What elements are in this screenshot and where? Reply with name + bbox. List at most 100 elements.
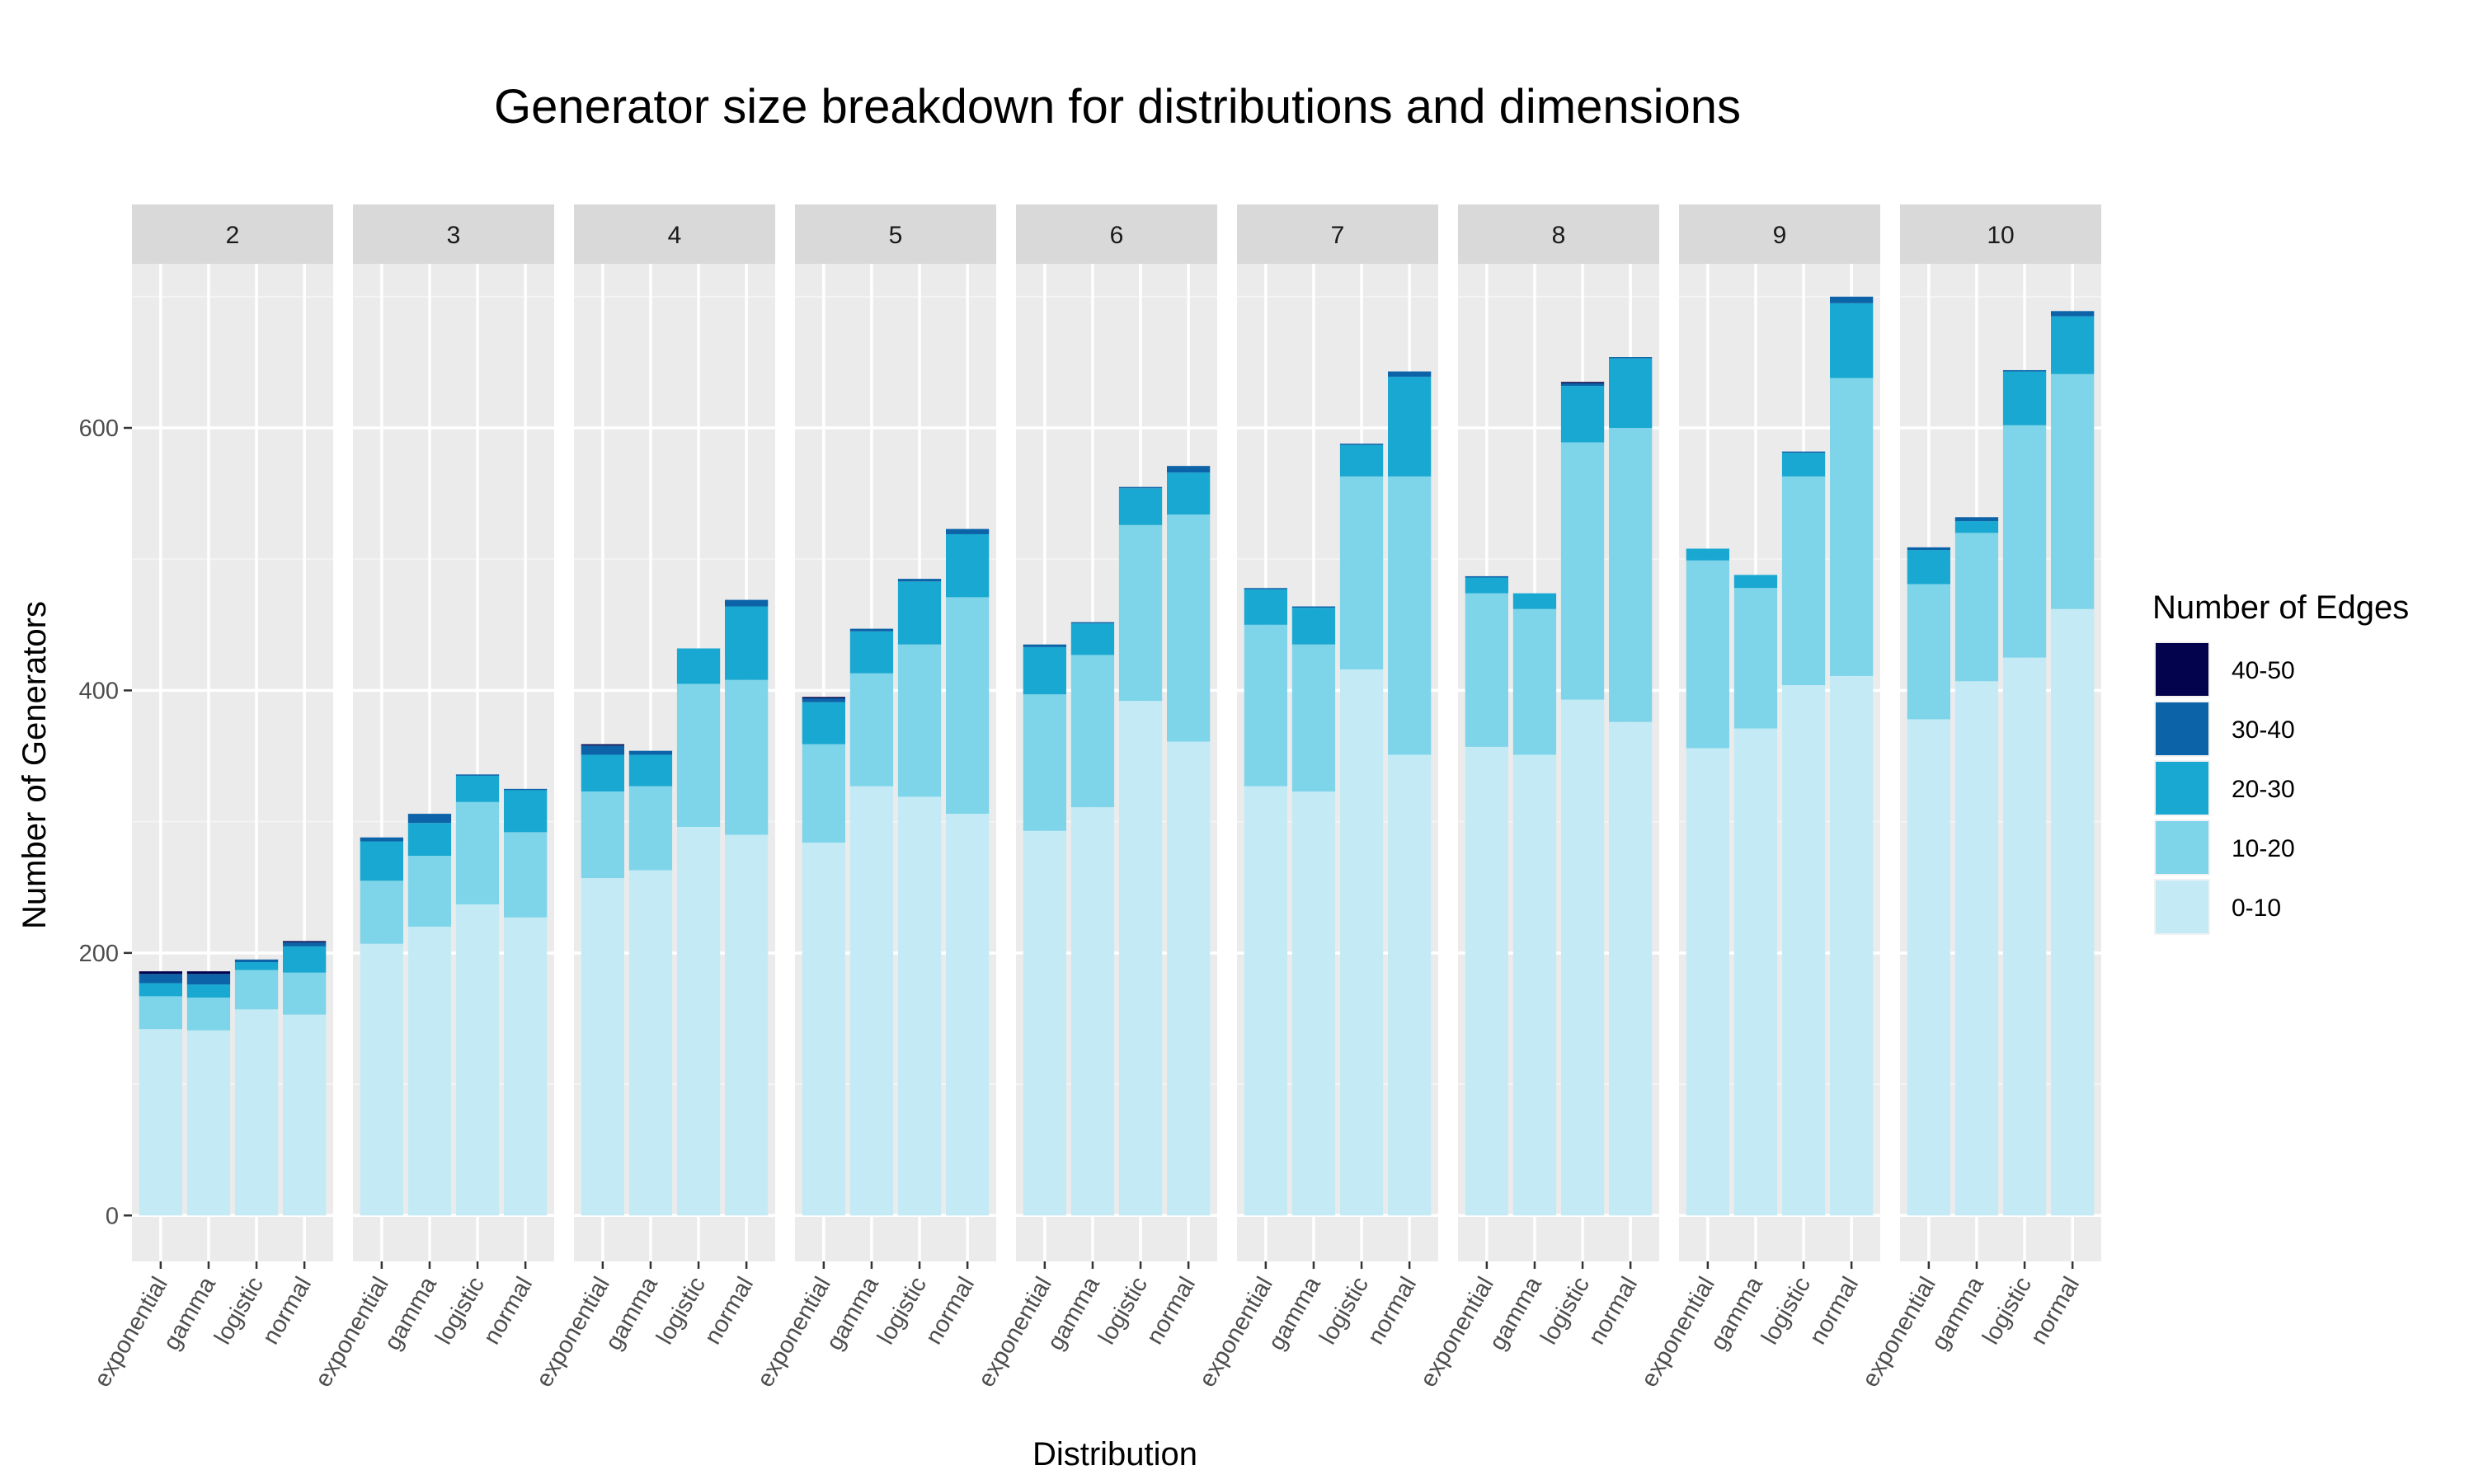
bar-segment-10-20 <box>802 744 845 843</box>
bar-segment-30-40 <box>455 774 500 776</box>
bar-segment-30-40 <box>283 942 327 946</box>
strip-label: 8 <box>1552 222 1566 249</box>
strip-label: 9 <box>1773 222 1787 249</box>
bar-segment-30-40 <box>581 745 624 755</box>
bar-segment-20-30 <box>1954 521 1999 533</box>
x-tick-label: exponential <box>1857 1273 1941 1392</box>
bar-segment-30-40 <box>1070 622 1115 624</box>
bar-segment-20-30 <box>1830 303 1874 378</box>
bar-segment-10-20 <box>455 801 500 904</box>
bar-segment-30-40 <box>802 697 845 702</box>
legend-label: 40-50 <box>2232 657 2295 684</box>
y-axis-title: Number of Generators <box>16 601 53 929</box>
bar-segment-20-30 <box>407 823 452 857</box>
bar-segment-10-20 <box>849 673 894 787</box>
strip-label: 7 <box>1331 222 1345 249</box>
y-tick-label: 0 <box>106 1203 119 1229</box>
bar-segment-0-10 <box>725 834 769 1216</box>
bar-segment-10-20 <box>1781 476 1826 686</box>
bar-segment-0-10 <box>1781 685 1826 1216</box>
x-axis-title: Distribution <box>1032 1436 1197 1472</box>
bar-segment-0-10 <box>946 814 990 1216</box>
bar-segment-30-40 <box>360 837 403 842</box>
bar-segment-0-10 <box>1291 791 1336 1216</box>
bar-segment-10-20 <box>1388 476 1432 755</box>
bar-segment-10-20 <box>897 644 942 797</box>
bar-segment-20-30 <box>1167 472 1211 515</box>
bar-segment-20-30 <box>234 962 279 970</box>
legend: Number of Edges 40-50 30-40 20-30 10-20 0-10 <box>2152 589 2409 935</box>
bar-segment-0-10 <box>1167 741 1211 1216</box>
strip-label: 4 <box>668 222 682 249</box>
strip-label: 6 <box>1110 222 1124 249</box>
bar-segment-0-10 <box>1118 701 1163 1216</box>
bar-segment-20-30 <box>1609 358 1653 429</box>
bar-segment-0-10 <box>1733 728 1778 1216</box>
bar-segment-20-30 <box>1686 548 1729 561</box>
bar-segment-10-20 <box>676 683 721 828</box>
x-tick-label: normal <box>257 1273 317 1350</box>
bar-segment-20-30 <box>283 946 327 973</box>
x-tick-label: normal <box>1583 1273 1643 1350</box>
bar-segment-30-40 <box>1023 644 1066 647</box>
bar-segment-30-40 <box>1907 547 1950 551</box>
bar-segment-20-30 <box>1070 623 1115 655</box>
bar-segment-10-20 <box>1907 584 1950 720</box>
bar-segment-10-20 <box>1465 593 1508 747</box>
bar-segment-10-20 <box>1118 524 1163 702</box>
y-axis: 0 200 400 600 <box>79 416 132 1229</box>
bar-segment-0-10 <box>676 827 721 1216</box>
bar-segment-30-40 <box>1465 575 1508 578</box>
x-tick-label: normal <box>2025 1273 2085 1350</box>
x-tick-label: exponential <box>973 1273 1057 1392</box>
bar-segment-10-20 <box>360 881 403 944</box>
bar-segment-0-10 <box>897 796 942 1216</box>
bar-segment-30-40 <box>849 628 894 632</box>
bar-segment-20-30 <box>849 631 894 674</box>
bar-segment-20-30 <box>946 533 990 598</box>
x-tick-label: normal <box>1141 1273 1201 1350</box>
x-tick-label: exponential <box>89 1273 173 1392</box>
strip-10 <box>1900 204 2101 264</box>
legend-label: 20-30 <box>2232 776 2295 803</box>
bar-segment-30-40 <box>1118 486 1163 489</box>
bar-segment-0-10 <box>1609 721 1653 1216</box>
bar-segment-20-30 <box>2051 316 2095 374</box>
bar-segment-0-10 <box>504 917 548 1216</box>
x-tick-label: exponential <box>752 1273 836 1392</box>
bar-segment-20-30 <box>1339 444 1384 477</box>
bar-segment-10-20 <box>1512 608 1557 755</box>
bar-segment-0-10 <box>407 927 452 1216</box>
bar-segment-20-30 <box>802 702 845 744</box>
bar-segment-20-30 <box>360 841 403 881</box>
legend-swatch-0-10 <box>2156 881 2208 933</box>
legend-swatch-20-30 <box>2156 762 2208 815</box>
bar-segment-40-50 <box>581 744 624 746</box>
bar-segment-30-40 <box>1244 588 1287 589</box>
bar-segment-0-10 <box>1339 669 1384 1216</box>
x-tick-label: normal <box>478 1273 538 1350</box>
bar-segment-20-30 <box>628 754 673 787</box>
bar-segment-0-10 <box>1244 786 1287 1216</box>
bar-segment-10-20 <box>186 997 231 1031</box>
x-tick-label: normal <box>699 1273 759 1350</box>
bar-segment-10-20 <box>504 832 548 918</box>
bar-segment-20-30 <box>581 754 624 792</box>
bar-segment-0-10 <box>581 878 624 1216</box>
bar-segment-30-40 <box>1830 296 1874 303</box>
bar-segment-30-40 <box>1388 371 1432 377</box>
bar-segment-10-20 <box>2002 425 2047 658</box>
bar-segment-40-50 <box>802 697 845 698</box>
bar-segment-0-10 <box>1830 675 1874 1216</box>
bar-segment-20-30 <box>504 790 548 833</box>
bar-segment-0-10 <box>1070 807 1115 1216</box>
x-tick-label: normal <box>1804 1273 1864 1350</box>
bar-segment-0-10 <box>139 1029 182 1216</box>
x-tick-label: exponential <box>1194 1273 1278 1392</box>
bar-segment-10-20 <box>581 791 624 879</box>
bar-segment-20-30 <box>2002 371 2047 425</box>
bar-segment-40-50 <box>139 971 182 974</box>
bar-segment-10-20 <box>139 996 182 1030</box>
